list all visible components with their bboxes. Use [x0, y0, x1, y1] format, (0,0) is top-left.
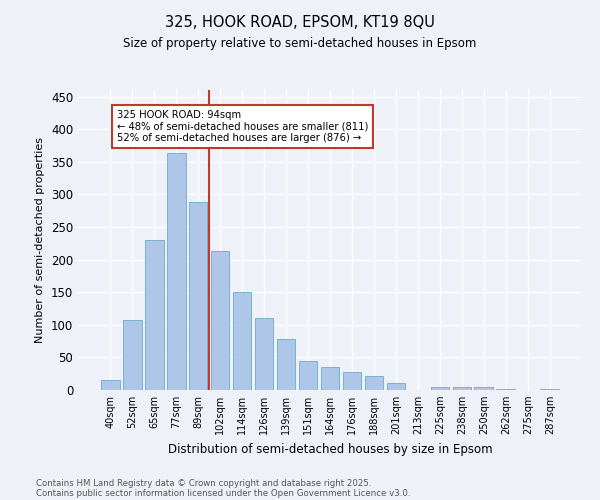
Text: Contains HM Land Registry data © Crown copyright and database right 2025.: Contains HM Land Registry data © Crown c… [36, 478, 371, 488]
Bar [145, 240, 164, 390]
Bar [343, 372, 361, 390]
Text: 325, HOOK ROAD, EPSOM, KT19 8QU: 325, HOOK ROAD, EPSOM, KT19 8QU [165, 15, 435, 30]
Bar [277, 339, 295, 390]
X-axis label: Distribution of semi-detached houses by size in Epsom: Distribution of semi-detached houses by … [167, 442, 493, 456]
Text: 325 HOOK ROAD: 94sqm
← 48% of semi-detached houses are smaller (811)
52% of semi: 325 HOOK ROAD: 94sqm ← 48% of semi-detac… [117, 110, 368, 143]
Bar [167, 154, 185, 390]
Bar [211, 251, 229, 390]
Bar [299, 362, 317, 390]
Bar [541, 388, 559, 390]
Bar [475, 388, 493, 390]
Bar [452, 386, 471, 390]
Bar [496, 388, 515, 390]
Y-axis label: Number of semi-detached properties: Number of semi-detached properties [35, 137, 46, 343]
Bar [101, 380, 119, 390]
Bar [320, 367, 340, 390]
Bar [123, 320, 142, 390]
Bar [189, 202, 208, 390]
Bar [386, 384, 405, 390]
Text: Contains public sector information licensed under the Open Government Licence v3: Contains public sector information licen… [36, 488, 410, 498]
Bar [431, 386, 449, 390]
Bar [365, 376, 383, 390]
Bar [255, 318, 274, 390]
Bar [233, 292, 251, 390]
Text: Size of property relative to semi-detached houses in Epsom: Size of property relative to semi-detach… [124, 38, 476, 51]
